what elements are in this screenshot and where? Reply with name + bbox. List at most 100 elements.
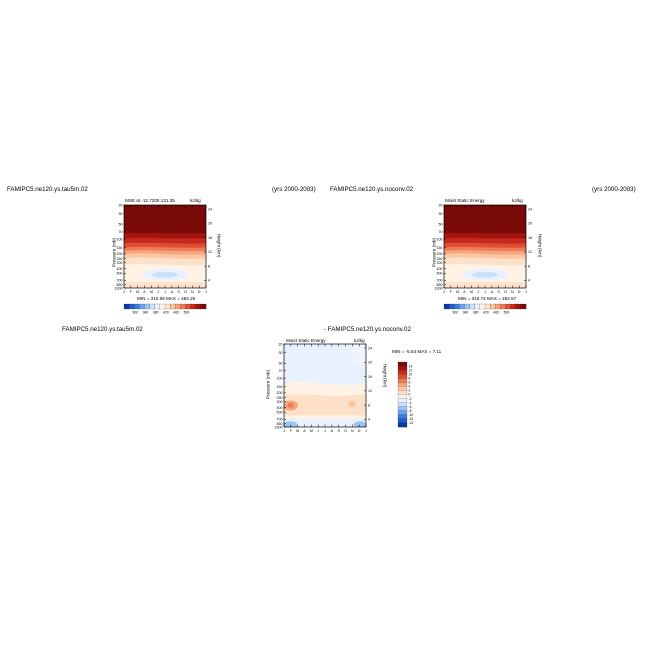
- colorbar-swatch: [479, 303, 486, 310]
- y-tick-label: 300: [277, 400, 283, 404]
- y-tick-label: 30: [439, 212, 443, 216]
- heatmap-field: [284, 344, 366, 427]
- y-tick-label: 500: [117, 272, 123, 276]
- x-tick-label: F: [290, 429, 293, 433]
- colorbar-swatch: [443, 303, 450, 310]
- x-tick-label: M: [150, 290, 153, 294]
- colorbar-swatch: [185, 303, 191, 310]
- y-tick-label: 1000: [435, 286, 443, 290]
- y-tick-label: 400: [437, 267, 443, 271]
- colorbar-swatch: [474, 303, 481, 310]
- colorbar-swatch: [164, 303, 171, 310]
- y-tick-label: 100: [277, 376, 283, 380]
- y2-tick-label: 16: [208, 236, 212, 240]
- y-tick-label: 700: [437, 279, 443, 283]
- y-tick-label: 100: [117, 237, 123, 241]
- mse-band-0: [444, 205, 526, 236]
- y-tick-label: 1000: [275, 425, 283, 429]
- y-tick-label: 150: [277, 385, 283, 389]
- panel1-years: (yrs 2000-2003): [272, 186, 316, 193]
- colorbar-swatch: [469, 303, 476, 310]
- panel1-units: kJ/kg: [190, 198, 201, 203]
- x-tick-label: J: [324, 429, 326, 433]
- x-tick-label: A: [491, 290, 494, 294]
- chart-panel-2: J F M A M J J A S O N D J203050701001502002503004005…: [435, 203, 533, 314]
- x-tick-label: S: [497, 290, 500, 294]
- y-tick-label: 500: [277, 411, 283, 415]
- colorbar-swatch: [397, 414, 408, 420]
- x-tick-label: J: [484, 290, 486, 294]
- y2-tick-label: 24: [368, 346, 372, 350]
- colorbar-label: 380: [473, 310, 479, 314]
- y-tick-label: 200: [437, 252, 443, 256]
- diff-min-spot-right: [353, 421, 366, 427]
- panel2-years: (yrs 2000-2003): [592, 186, 636, 193]
- panel3-stats: MIN = -5.64 MAX = 7.11: [392, 349, 442, 354]
- x-tick-label: S: [177, 290, 180, 294]
- y-tick-label: 30: [119, 212, 123, 216]
- x-tick-label: M: [296, 429, 299, 433]
- colorbar-label: 380: [153, 310, 159, 314]
- y-tick-label: 700: [117, 279, 123, 283]
- diff-spot-right: [347, 400, 357, 408]
- colorbar-swatch: [190, 303, 197, 310]
- x-tick-label: N: [511, 290, 514, 294]
- y-tick-label: 30: [279, 351, 283, 355]
- y-tick-label: 20: [439, 203, 443, 207]
- low-mse-core: [151, 271, 179, 278]
- y2-tick-label: 4: [368, 418, 370, 422]
- colorbar-swatch: [449, 303, 455, 310]
- y-tick-label: 70: [119, 230, 123, 234]
- y-tick-label: 300: [437, 261, 443, 265]
- y2-tick-label: 12: [368, 389, 372, 393]
- colorbar-label: 300: [452, 310, 458, 314]
- colorbar-label: -10: [409, 413, 414, 417]
- panel2-units: kJ/kg: [512, 198, 523, 203]
- colorbar-swatch: [397, 398, 408, 403]
- colorbar-swatch: [175, 303, 181, 310]
- x-tick-label: J: [443, 290, 445, 294]
- colorbar-label: 300: [132, 310, 138, 314]
- x-tick-label: M: [136, 290, 139, 294]
- colorbar-swatch: [505, 303, 511, 310]
- y2-tick-label: 24: [528, 207, 532, 211]
- x-tick-label: J: [157, 290, 159, 294]
- colorbar-label: 8: [409, 376, 411, 380]
- y-tick-label: 400: [117, 267, 123, 271]
- y-tick-label: 850: [117, 283, 123, 287]
- x-tick-label: J: [164, 290, 166, 294]
- x-tick-label: N: [351, 429, 354, 433]
- panel3-plot-title: Moist Static Energy: [286, 338, 326, 343]
- colorbar-swatch: [195, 303, 202, 310]
- colorbar-swatch: [484, 303, 491, 310]
- x-tick-label: F: [450, 290, 453, 294]
- colorbar-label: -6: [409, 405, 412, 409]
- colorbar-label: 14: [409, 364, 413, 368]
- near-surface-band: [124, 282, 206, 288]
- colorbar-label: 4: [409, 385, 411, 389]
- colorbar-swatch: [144, 303, 150, 310]
- x-tick-label: J: [525, 290, 527, 294]
- panel1-plot-title: MSE at -12.7205,131.35: [125, 198, 175, 203]
- panel2-case-name: FAMIPC5.ne120.ys.noconv.02: [330, 186, 414, 193]
- x-tick-label: D: [518, 290, 521, 294]
- colorbar-label: 2: [409, 389, 411, 393]
- x-tick-label: J: [477, 290, 479, 294]
- y2-tick-label: 16: [368, 375, 372, 379]
- y2-tick-label: 20: [208, 222, 212, 226]
- colorbar-swatch: [139, 303, 145, 310]
- colorbar-label: 460: [173, 310, 179, 314]
- y2-tick-label: 4: [208, 279, 210, 283]
- y-tick-label: 20: [119, 203, 123, 207]
- y-tick-label: 20: [279, 342, 283, 346]
- y-tick-label: 300: [117, 261, 123, 265]
- diff-min-spot-left: [284, 421, 298, 427]
- y-tick-label: 250: [277, 396, 283, 400]
- y-tick-label: 50: [119, 223, 123, 227]
- y2-tick-label: 12: [528, 250, 532, 254]
- colorbar-swatch: [495, 303, 501, 310]
- colorbar-label: -14: [409, 421, 414, 425]
- colorbar-swatch: [397, 418, 408, 424]
- x-tick-label: J: [205, 290, 207, 294]
